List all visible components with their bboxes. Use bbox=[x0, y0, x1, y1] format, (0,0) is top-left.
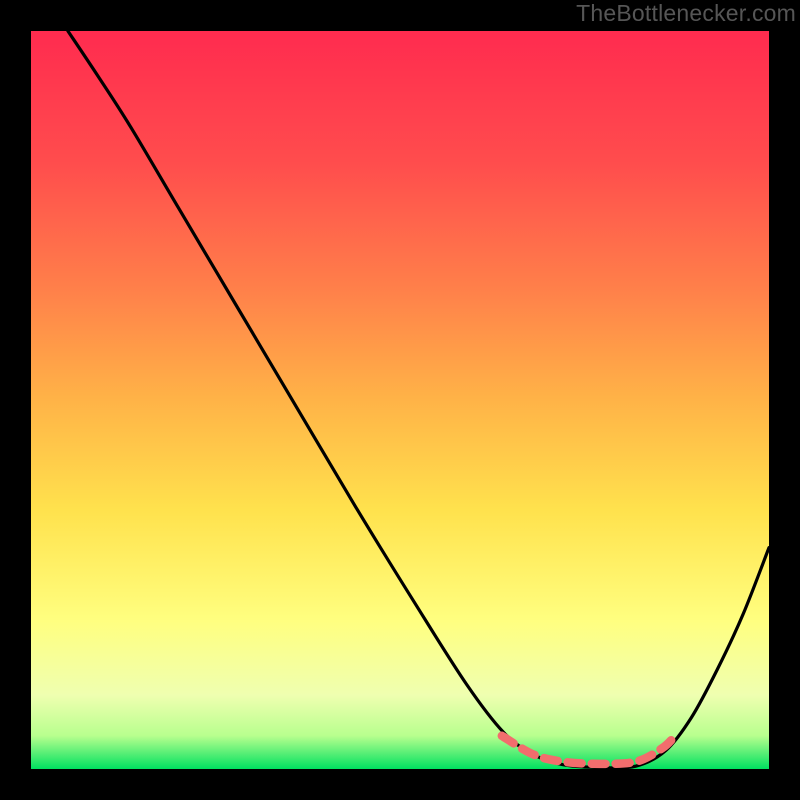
bottleneck-curve-chart bbox=[0, 0, 800, 800]
plot-background bbox=[31, 31, 769, 769]
chart-frame: TheBottlenecker.com bbox=[0, 0, 800, 800]
watermark-text: TheBottlenecker.com bbox=[576, 0, 800, 29]
